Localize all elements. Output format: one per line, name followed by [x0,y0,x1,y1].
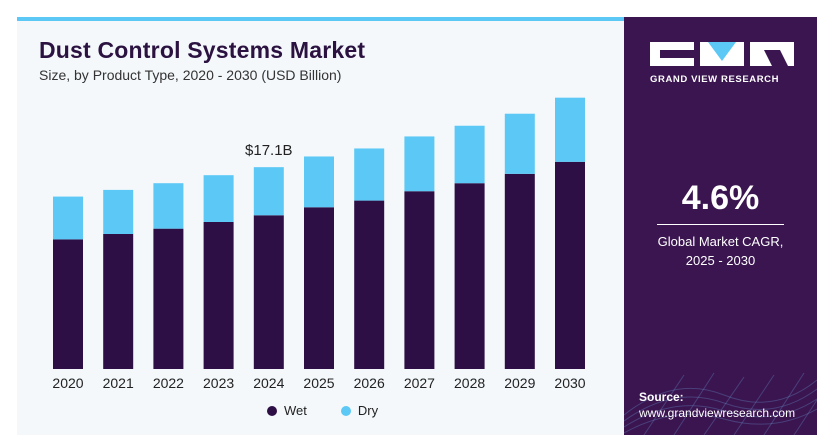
bar-dry-2023 [203,175,234,222]
chart-title: Dust Control Systems Market [39,37,366,63]
legend-swatch-dry [340,405,351,416]
logo-mark-r-icon [750,42,794,66]
bar-dry-2024 [253,167,284,216]
bar-dry-2028 [454,125,485,184]
bar-wet-2030 [555,161,585,369]
bar-wet-2028 [454,183,485,369]
cagr-label: Global Market CAGR, 2025 - 2030 [624,232,817,270]
x-tick-label: 2028 [454,375,485,391]
logo-mark [650,42,795,66]
bar-dry-2030 [555,97,585,162]
bar-dry-2022 [153,183,184,229]
cagr-divider [657,224,784,225]
cagr-label-line2: 2025 - 2030 [685,253,756,268]
x-tick-label: 2020 [52,375,83,391]
bar-wet-2025 [304,207,334,369]
bar-dry-2025 [304,156,334,208]
logo-mark-v-icon [700,42,744,66]
source-label: Source: [639,390,684,404]
bar-chart: 2020 2021 2022 2023 2024 $17.1B 2025 2026 2027 20… [52,97,586,391]
legend-label-dry: Dry [357,403,379,418]
logo-v-shape [700,42,744,66]
infographic-card: Dust Control Systems Market Size, by Pro… [17,17,817,435]
bar-wet-2029 [504,173,535,369]
x-tick-label: 2030 [554,375,585,391]
bar-value-annotation: $17.1B [245,142,293,159]
legend-label-wet: Wet [284,403,307,418]
bar-dry-2020 [53,196,83,240]
x-tick-label: 2026 [354,375,385,391]
bar-wet-2022 [153,228,184,369]
x-tick-label: 2025 [303,375,334,391]
bar-dry-2026 [354,148,385,201]
bar-wet-2020 [53,239,83,369]
brand-name: GRAND VIEW RESEARCH [650,74,780,85]
legend-swatch-wet [267,405,277,416]
bar-wet-2026 [354,200,385,369]
bar-wet-2023 [203,221,234,369]
logo-r-shape [764,50,788,66]
bar-wet-2021 [103,234,134,369]
x-tick-label: 2024 [253,375,284,391]
logo-mark-g-icon [650,42,694,66]
x-tick-label: 2029 [504,375,535,391]
legend-item-wet[interactable]: Wet [267,403,307,418]
bar-dry-2029 [504,113,535,174]
x-tick-label: 2022 [153,375,184,391]
decorative-mesh [624,355,817,435]
chart-subtitle: Size, by Product Type, 2020 - 2030 (USD … [39,67,342,83]
source-link[interactable]: www.grandviewresearch.com [639,406,796,420]
bar-dry-2027 [404,136,435,192]
x-tick-label: 2023 [203,375,234,391]
source-note: Source: www.grandviewresearch.com [639,389,795,421]
bar-wet-2024 [253,215,284,369]
accent-bar [17,17,624,21]
x-tick-label: 2021 [103,375,134,391]
sidebar-panel: GRAND VIEW RESEARCH 4.6% Global Market C… [624,17,817,435]
bar-dry-2021 [103,189,134,235]
grand-view-research-logo[interactable]: GRAND VIEW RESEARCH [650,42,795,85]
cagr-value: 4.6% [681,179,760,217]
legend-item-dry[interactable]: Dry [340,403,379,418]
chart-legend: Wet Dry [267,403,378,418]
bar-wet-2027 [404,191,435,369]
cagr-label-line1: Global Market CAGR, [657,234,784,249]
x-tick-label: 2027 [404,375,435,391]
